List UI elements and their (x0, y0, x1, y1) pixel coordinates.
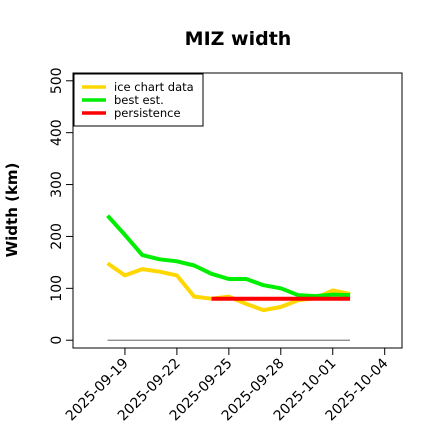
y-tick-label: 100 (49, 275, 65, 302)
chart-title: MIZ width (185, 28, 292, 50)
y-tick-label: 500 (49, 67, 65, 94)
legend-box (73, 73, 204, 127)
y-tick-label: 300 (49, 171, 65, 198)
y-tick-label: 0 (49, 336, 65, 345)
series-line-ice-chart-data (106, 261, 351, 313)
y-tick-label: 400 (49, 119, 65, 146)
legend-label-ice-chart-data: ice chart data (114, 80, 194, 94)
y-tick-label: 200 (49, 223, 65, 250)
series-line-best-est (106, 214, 351, 299)
plot-frame (72, 72, 403, 349)
legend-label-best-est: best est. (114, 93, 164, 107)
legend: ice chart data best est. persistence (73, 73, 204, 127)
series-layer (106, 214, 351, 313)
legend-label-persistence: persistence (114, 106, 181, 120)
y-axis-label: Width (km) (3, 163, 21, 258)
